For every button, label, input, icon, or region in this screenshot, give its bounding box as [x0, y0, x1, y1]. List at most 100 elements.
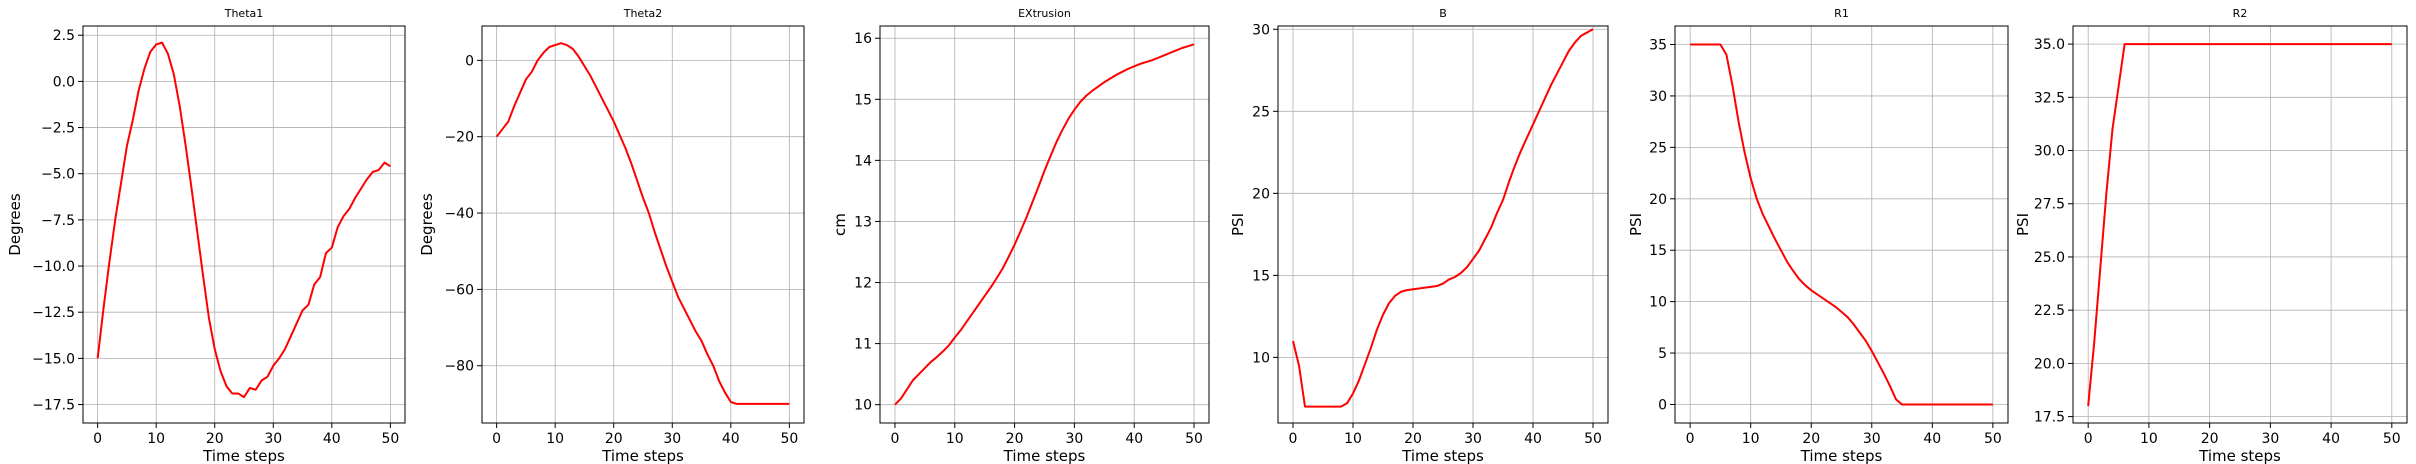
data-point [996, 277, 998, 279]
data-point [261, 380, 263, 382]
data-point [1931, 403, 1933, 405]
y-tick-label: 15 [1649, 243, 1667, 259]
x-tick-label: 40 [323, 431, 341, 447]
data-point [389, 165, 391, 167]
data-point [695, 330, 697, 332]
data-point [2196, 43, 2198, 45]
data-point [2239, 43, 2241, 45]
data-point [179, 104, 181, 106]
y-tick-label: 30 [1649, 89, 1667, 105]
data-point [1919, 403, 1921, 405]
data-point [1980, 403, 1982, 405]
data-point [1792, 270, 1794, 272]
data-point [2367, 43, 2369, 45]
data-point [636, 180, 638, 182]
x-tick-label: 10 [546, 431, 564, 447]
data-point [1508, 181, 1510, 183]
subplot-3: 0 10 20 30 40 50 10 11 12 13 14 15 16 EXtrusion Time s… [831, 7, 1210, 464]
y-axis-label: Degrees [418, 193, 436, 256]
data-point [2257, 43, 2259, 45]
data-point [2215, 43, 2217, 45]
data-point [942, 351, 944, 353]
data-point [1067, 118, 1069, 120]
data-point [2263, 43, 2265, 45]
data-point [2379, 43, 2381, 45]
data-point [712, 365, 714, 367]
data-point [126, 145, 128, 147]
data-point [1085, 95, 1087, 97]
data-point [1484, 238, 1486, 240]
y-tick-label: −15.0 [32, 351, 75, 367]
data-point [1877, 361, 1879, 363]
y-tick-label: 30 [1252, 22, 1270, 38]
data-point [354, 197, 356, 199]
data-point [2221, 43, 2223, 45]
data-point [1568, 50, 1570, 52]
data-point [2111, 128, 2113, 130]
data-point [1925, 403, 1927, 405]
data-point [1859, 331, 1861, 333]
data-point [2306, 43, 2308, 45]
data-point [1466, 266, 1468, 268]
x-tick-label: 30 [663, 431, 681, 447]
data-point [1091, 90, 1093, 92]
chart-title: R2 [2233, 7, 2248, 20]
data-point [1133, 65, 1135, 67]
subplot-2: 0 10 20 30 40 50 −80 −60 −40 −20 0 Theta2 Time steps… [418, 7, 805, 464]
data-point [1460, 272, 1462, 274]
y-tick-label: 12 [854, 276, 872, 292]
data-point [1049, 155, 1051, 157]
data-point [2093, 341, 2095, 343]
x-tick-label: 20 [1802, 431, 1820, 447]
data-point [167, 53, 169, 55]
y-tick-label: 15 [854, 92, 872, 108]
data-point [372, 171, 374, 173]
data-point [2087, 405, 2089, 407]
data-point [2130, 43, 2132, 45]
data-point [1592, 28, 1594, 30]
x-tick-label: 50 [780, 431, 798, 447]
data-point [331, 247, 333, 249]
data-point [302, 309, 304, 311]
data-point [936, 356, 938, 358]
data-point [2184, 43, 2186, 45]
data-point [1175, 49, 1177, 51]
data-point [313, 284, 315, 286]
data-point [1436, 285, 1438, 287]
data-point [202, 274, 204, 276]
data-point [601, 98, 603, 100]
data-point [747, 403, 749, 405]
data-point [1394, 295, 1396, 297]
data-point [1526, 137, 1528, 139]
axes-frame [1277, 25, 1609, 424]
data-point [2148, 43, 2150, 45]
y-tick-label: 17.5 [2034, 410, 2065, 426]
data-point [1816, 293, 1818, 295]
data-point [1895, 398, 1897, 400]
data-point [343, 215, 345, 217]
y-tick-label: −5.0 [41, 167, 75, 183]
data-point [1847, 316, 1849, 318]
data-point [196, 230, 198, 232]
x-tick-label: 40 [722, 431, 740, 447]
data-point [1418, 287, 1420, 289]
data-point [1865, 340, 1867, 342]
data-point [984, 295, 986, 297]
data-point [1020, 230, 1022, 232]
y-tick-label: 25 [1252, 104, 1270, 120]
x-tick-label: 0 [93, 431, 102, 447]
y-tick-label: −40 [444, 206, 474, 222]
data-point [290, 335, 292, 337]
data-point [1061, 129, 1063, 131]
data-point [384, 162, 386, 164]
x-tick-label: 0 [492, 431, 501, 447]
data-point [665, 265, 667, 267]
data-point [1115, 74, 1117, 76]
x-axis-label: Time steps [1003, 447, 1086, 464]
data-point [554, 44, 556, 46]
data-point [2209, 43, 2211, 45]
x-tick-label: 0 [2084, 431, 2093, 447]
data-point [948, 344, 950, 346]
data-point [114, 219, 116, 221]
data-point [1298, 365, 1300, 367]
